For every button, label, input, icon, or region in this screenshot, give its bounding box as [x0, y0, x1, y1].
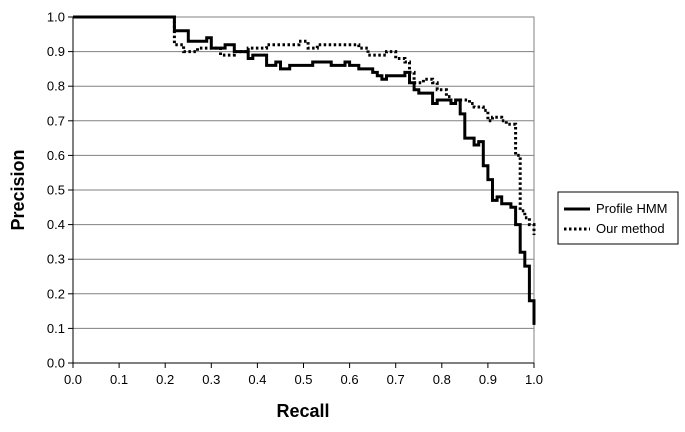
legend: Profile HMM Our method — [557, 191, 679, 245]
y-tick-label-9: 0.9 — [47, 44, 65, 59]
x-axis-title: Recall — [276, 401, 329, 421]
y-tick-label-0: 0.0 — [47, 356, 65, 371]
y-tick-label-4: 0.4 — [47, 217, 65, 232]
x-tick-label-0: 0.0 — [64, 372, 82, 387]
y-tick-label-5: 0.5 — [47, 183, 65, 198]
y-tick-label-10: 1.0 — [47, 10, 65, 25]
x-tick-label-6: 0.6 — [341, 372, 359, 387]
x-tick-label-3: 0.3 — [202, 372, 220, 387]
x-tick-label-8: 0.8 — [433, 372, 451, 387]
legend-label-our-method: Our method — [596, 221, 665, 236]
x-tick-label-9: 0.9 — [479, 372, 497, 387]
y-tick-label-1: 0.1 — [47, 321, 65, 336]
series-layer — [73, 15, 536, 325]
x-tick-label-1: 0.1 — [110, 372, 128, 387]
x-tick-label-2: 0.2 — [156, 372, 174, 387]
gridlines — [73, 51, 534, 329]
x-tick-label-5: 0.5 — [294, 372, 312, 387]
legend-label-profile-hmm: Profile HMM — [596, 201, 668, 216]
y-tick-label-3: 0.3 — [47, 252, 65, 267]
x-tick-label-7: 0.7 — [387, 372, 405, 387]
y-axis-title: Precision — [8, 149, 28, 230]
x-tick-label-4: 0.4 — [248, 372, 266, 387]
y-tick-label-6: 0.6 — [47, 148, 65, 163]
legend-box — [557, 191, 679, 245]
y-tick-label-2: 0.2 — [47, 286, 65, 301]
series-line-profile-hmm — [73, 15, 536, 325]
axis-ticks: 0.0 0.1 0.2 0.3 0.4 0.5 0.6 0.7 0.8 0.9 1.0 0.0 0.1 0… — [47, 10, 543, 388]
y-tick-label-8: 0.8 — [47, 79, 65, 94]
y-tick-label-7: 0.7 — [47, 113, 65, 128]
x-tick-label-10: 1.0 — [525, 372, 543, 387]
